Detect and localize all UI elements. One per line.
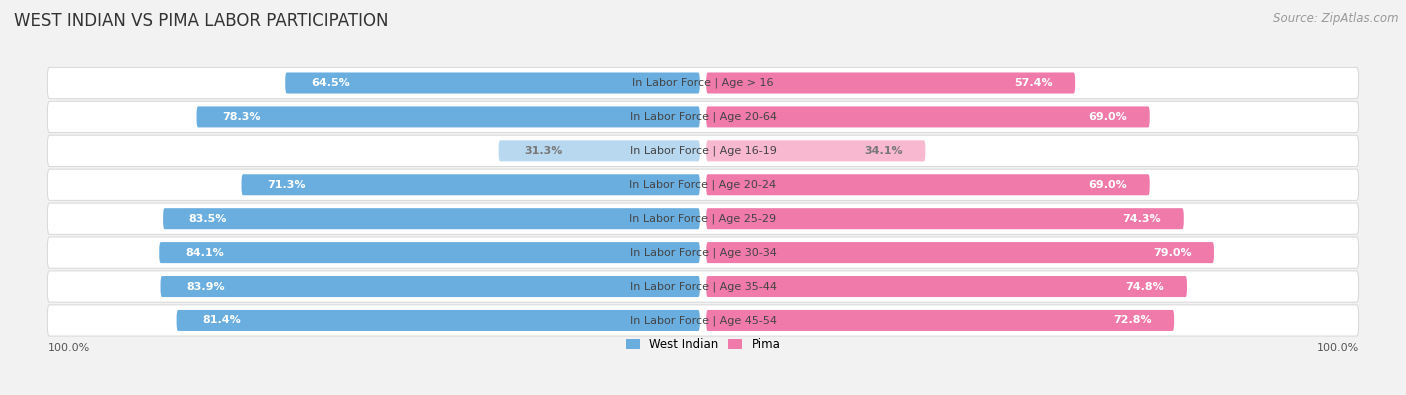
Text: WEST INDIAN VS PIMA LABOR PARTICIPATION: WEST INDIAN VS PIMA LABOR PARTICIPATION xyxy=(14,12,388,30)
Text: In Labor Force | Age 20-24: In Labor Force | Age 20-24 xyxy=(630,179,776,190)
FancyBboxPatch shape xyxy=(706,208,1184,229)
FancyBboxPatch shape xyxy=(706,140,925,162)
Text: 34.1%: 34.1% xyxy=(865,146,903,156)
FancyBboxPatch shape xyxy=(48,101,1358,133)
Text: 100.0%: 100.0% xyxy=(1316,342,1358,353)
Text: In Labor Force | Age 20-64: In Labor Force | Age 20-64 xyxy=(630,112,776,122)
Text: In Labor Force | Age 25-29: In Labor Force | Age 25-29 xyxy=(630,213,776,224)
Text: In Labor Force | Age 35-44: In Labor Force | Age 35-44 xyxy=(630,281,776,292)
Text: Source: ZipAtlas.com: Source: ZipAtlas.com xyxy=(1274,12,1399,25)
FancyBboxPatch shape xyxy=(48,305,1358,336)
FancyBboxPatch shape xyxy=(48,135,1358,166)
FancyBboxPatch shape xyxy=(499,140,700,162)
Text: 71.3%: 71.3% xyxy=(267,180,305,190)
Text: 79.0%: 79.0% xyxy=(1153,248,1191,258)
FancyBboxPatch shape xyxy=(48,68,1358,99)
FancyBboxPatch shape xyxy=(706,242,1213,263)
Text: 64.5%: 64.5% xyxy=(311,78,350,88)
FancyBboxPatch shape xyxy=(48,203,1358,234)
Text: In Labor Force | Age > 16: In Labor Force | Age > 16 xyxy=(633,78,773,88)
Text: In Labor Force | Age 45-54: In Labor Force | Age 45-54 xyxy=(630,315,776,326)
FancyBboxPatch shape xyxy=(48,237,1358,268)
Text: In Labor Force | Age 30-34: In Labor Force | Age 30-34 xyxy=(630,247,776,258)
FancyBboxPatch shape xyxy=(177,310,700,331)
FancyBboxPatch shape xyxy=(163,208,700,229)
Text: 69.0%: 69.0% xyxy=(1088,112,1128,122)
FancyBboxPatch shape xyxy=(706,310,1174,331)
FancyBboxPatch shape xyxy=(160,276,700,297)
Text: 57.4%: 57.4% xyxy=(1014,78,1053,88)
Text: 100.0%: 100.0% xyxy=(48,342,90,353)
FancyBboxPatch shape xyxy=(706,106,1150,128)
Text: 81.4%: 81.4% xyxy=(202,316,240,325)
Text: 83.9%: 83.9% xyxy=(186,282,225,292)
FancyBboxPatch shape xyxy=(197,106,700,128)
Text: 72.8%: 72.8% xyxy=(1114,316,1152,325)
FancyBboxPatch shape xyxy=(706,276,1187,297)
Legend: West Indian, Pima: West Indian, Pima xyxy=(621,334,785,356)
Text: 31.3%: 31.3% xyxy=(524,146,562,156)
Text: 78.3%: 78.3% xyxy=(222,112,260,122)
Text: In Labor Force | Age 16-19: In Labor Force | Age 16-19 xyxy=(630,146,776,156)
FancyBboxPatch shape xyxy=(242,174,700,195)
FancyBboxPatch shape xyxy=(159,242,700,263)
FancyBboxPatch shape xyxy=(48,169,1358,200)
FancyBboxPatch shape xyxy=(706,72,1076,94)
Text: 69.0%: 69.0% xyxy=(1088,180,1128,190)
Text: 74.8%: 74.8% xyxy=(1126,282,1164,292)
FancyBboxPatch shape xyxy=(48,271,1358,302)
Text: 84.1%: 84.1% xyxy=(186,248,224,258)
Text: 74.3%: 74.3% xyxy=(1122,214,1161,224)
FancyBboxPatch shape xyxy=(706,174,1150,195)
FancyBboxPatch shape xyxy=(285,72,700,94)
Text: 83.5%: 83.5% xyxy=(188,214,228,224)
